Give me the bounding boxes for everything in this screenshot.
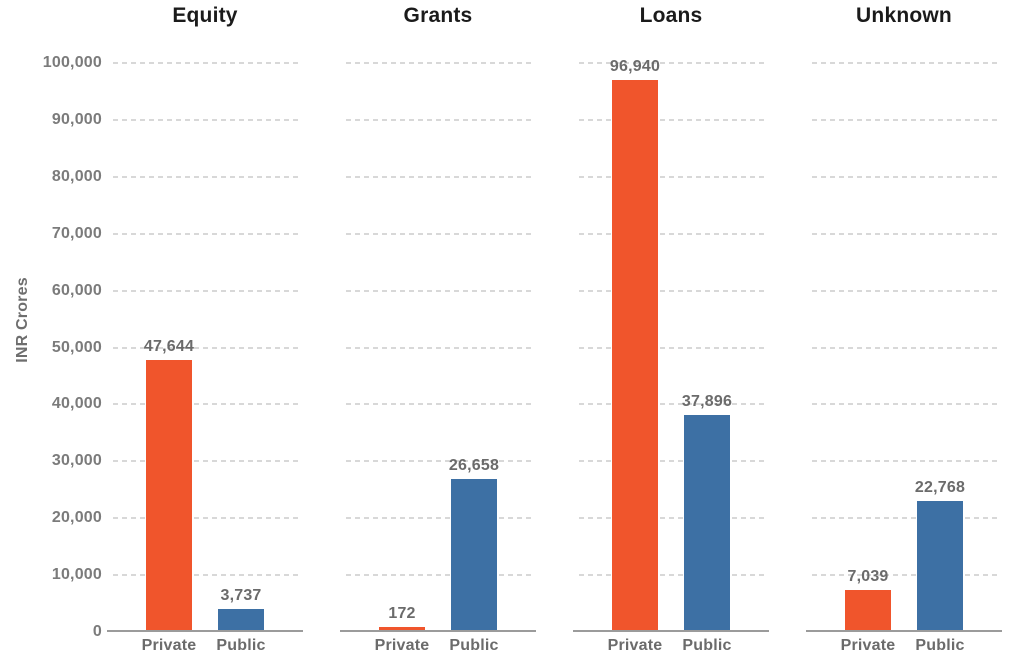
- facet-title: Equity: [172, 4, 238, 27]
- gridline: [113, 232, 299, 235]
- gridline: [579, 346, 765, 349]
- bar-public: [917, 501, 963, 630]
- x-category-label-private: Private: [141, 637, 197, 654]
- x-category-label-private: Private: [607, 637, 663, 654]
- facet-title: Unknown: [856, 4, 952, 27]
- gridline: [812, 289, 998, 292]
- facet-panel-equity: Equity Private Public 47,644 3,737: [107, 0, 303, 672]
- bar-value-label: 7,039: [847, 568, 889, 585]
- gridline: [346, 403, 532, 406]
- bar-value-label: 22,768: [914, 479, 966, 496]
- gridline: [113, 574, 299, 577]
- gridline: [812, 460, 998, 463]
- x-category-label-public: Public: [449, 637, 499, 654]
- gridline: [579, 118, 765, 121]
- facet-panel-unknown: Unknown Private Public 7,039 22,768: [806, 0, 1002, 672]
- bar-private: [612, 80, 658, 630]
- gridline: [812, 346, 998, 349]
- x-category-label-private: Private: [374, 637, 430, 654]
- bar-value-label: 172: [388, 605, 416, 622]
- bar-private: [379, 627, 425, 630]
- gridline: [346, 175, 532, 178]
- y-tick-label: 90,000: [51, 110, 102, 128]
- gridline: [346, 232, 532, 235]
- x-category-label-public: Public: [915, 637, 965, 654]
- bar-value-label: 37,896: [681, 393, 733, 410]
- gridline: [113, 460, 299, 463]
- gridline: [579, 403, 765, 406]
- plot-area: 96,940 37,896: [573, 58, 769, 632]
- gridline: [579, 574, 765, 577]
- y-tick-label: 60,000: [51, 281, 102, 299]
- bar-value-label: 26,658: [448, 457, 500, 474]
- x-category-label-public: Public: [682, 637, 732, 654]
- gridline: [812, 232, 998, 235]
- y-tick-label: 0: [92, 623, 102, 640]
- gridline: [113, 118, 299, 121]
- bar-value-label: 3,737: [220, 587, 262, 604]
- gridline: [812, 118, 998, 121]
- x-axis-line: [573, 630, 769, 632]
- y-tick-label: 10,000: [51, 566, 102, 584]
- y-tick-label: 40,000: [51, 395, 102, 413]
- bar-public: [451, 479, 497, 630]
- gridline: [113, 62, 299, 64]
- gridline: [812, 574, 998, 577]
- gridline: [113, 346, 299, 349]
- gridline: [346, 574, 532, 577]
- y-tick-label: 100,000: [42, 54, 102, 71]
- gridline: [812, 403, 998, 406]
- facet-title: Loans: [639, 4, 703, 27]
- facet-panel-loans: Loans Private Public 96,940 37,896: [573, 0, 769, 672]
- gridline: [113, 403, 299, 406]
- x-axis-line: [806, 630, 1002, 632]
- gridline: [579, 62, 765, 64]
- gridline: [579, 517, 765, 520]
- plot-area: 47,644 3,737: [107, 62, 303, 632]
- plot-area: 7,039 22,768: [806, 62, 1002, 632]
- plot-area: 172 26,658: [340, 62, 536, 632]
- y-tick-label: 30,000: [51, 452, 102, 470]
- x-category-label-private: Private: [840, 637, 896, 654]
- gridline: [346, 517, 532, 520]
- gridline: [579, 460, 765, 463]
- gridline: [113, 175, 299, 178]
- x-axis-line: [107, 630, 303, 632]
- facet-panel-grants: Grants Private Public 172 26,658: [340, 0, 536, 672]
- y-tick-label: 20,000: [51, 509, 102, 527]
- gridline: [346, 460, 532, 463]
- gridline: [579, 232, 765, 235]
- bar-value-label: 47,644: [143, 338, 195, 355]
- gridline: [113, 289, 299, 292]
- y-tick-label: 70,000: [51, 224, 102, 242]
- bar-public: [684, 415, 730, 630]
- gridline: [346, 346, 532, 349]
- bar-private: [845, 590, 891, 630]
- facet-title: Grants: [403, 4, 473, 27]
- gridline: [812, 62, 998, 64]
- gridline: [812, 175, 998, 178]
- gridline: [346, 62, 532, 64]
- gridline: [579, 289, 765, 292]
- y-tick-label: 50,000: [51, 338, 102, 356]
- gridline: [812, 517, 998, 520]
- x-axis-line: [340, 630, 536, 632]
- gridline: [346, 289, 532, 292]
- gridline: [579, 175, 765, 178]
- y-tick-label: 80,000: [51, 167, 102, 185]
- gridline: [346, 118, 532, 121]
- bar-private: [146, 360, 192, 630]
- x-category-label-public: Public: [216, 637, 266, 654]
- bar-value-label: 96,940: [609, 58, 661, 75]
- gridline: [113, 517, 299, 520]
- bar-public: [218, 609, 264, 630]
